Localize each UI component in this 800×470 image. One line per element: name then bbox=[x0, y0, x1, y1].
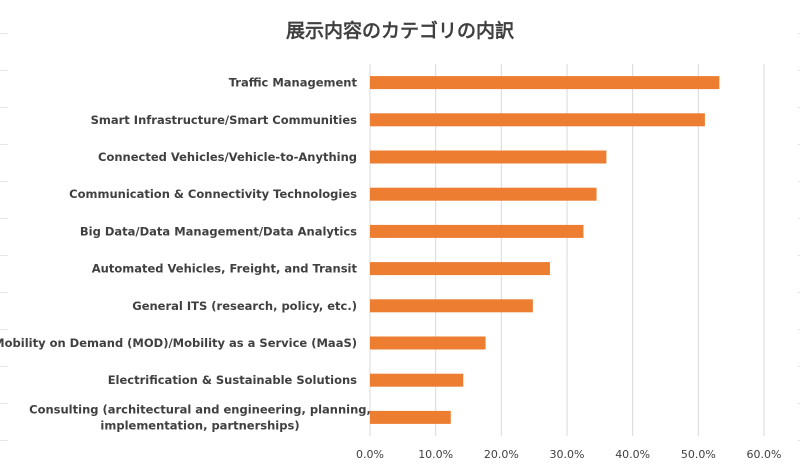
bar bbox=[370, 336, 486, 350]
category-label-line: Big Data/Data Management/Data Analytics bbox=[80, 224, 357, 238]
bar bbox=[370, 262, 550, 276]
category-label: Connected Vehicles/Vehicle-to-Anything bbox=[98, 150, 357, 164]
category-label: Communication & Connectivity Technologie… bbox=[69, 187, 357, 201]
category-label: Big Data/Data Management/Data Analytics bbox=[80, 224, 357, 238]
category-label-line: General ITS (research, policy, etc.) bbox=[132, 299, 357, 313]
x-tick-label: 50.0% bbox=[681, 448, 716, 461]
bar bbox=[370, 224, 584, 238]
x-tick-label: 0.0% bbox=[356, 448, 384, 461]
bar bbox=[370, 299, 533, 313]
chart-title: 展示内容のカテゴリの内訳 bbox=[285, 20, 514, 42]
category-label: Mobility on Demand (MOD)/Mobility as a S… bbox=[0, 336, 357, 350]
category-label: Consulting (architectural and engineerin… bbox=[29, 402, 371, 432]
category-label: Automated Vehicles, Freight, and Transit bbox=[92, 262, 358, 276]
category-label-line: Connected Vehicles/Vehicle-to-Anything bbox=[98, 150, 357, 164]
category-label: Smart Infrastructure/Smart Communities bbox=[91, 113, 358, 127]
x-tick-label: 30.0% bbox=[550, 448, 585, 461]
category-label-line: Automated Vehicles, Freight, and Transit bbox=[92, 262, 358, 276]
category-label-line: Traffic Management bbox=[229, 76, 358, 90]
category-label-line: Mobility on Demand (MOD)/Mobility as a S… bbox=[0, 336, 357, 350]
category-label-line: Consulting (architectural and engineerin… bbox=[29, 402, 371, 416]
category-label-line: implementation, partnerships) bbox=[100, 418, 299, 432]
bar bbox=[370, 113, 705, 127]
bar bbox=[370, 150, 607, 164]
category-label-line: Smart Infrastructure/Smart Communities bbox=[91, 113, 358, 127]
x-tick-label: 20.0% bbox=[484, 448, 519, 461]
bar bbox=[370, 410, 451, 424]
category-label: Electrification & Sustainable Solutions bbox=[108, 373, 357, 387]
category-label: General ITS (research, policy, etc.) bbox=[132, 299, 357, 313]
x-tick-label: 40.0% bbox=[615, 448, 650, 461]
bar bbox=[370, 187, 597, 201]
category-label-line: Communication & Connectivity Technologie… bbox=[69, 187, 357, 201]
category-label: Traffic Management bbox=[229, 76, 358, 90]
x-tick-label: 10.0% bbox=[418, 448, 453, 461]
bar bbox=[370, 373, 464, 387]
x-tick-label: 60.0% bbox=[747, 448, 782, 461]
bar bbox=[370, 76, 720, 90]
category-label-line: Electrification & Sustainable Solutions bbox=[108, 373, 357, 387]
